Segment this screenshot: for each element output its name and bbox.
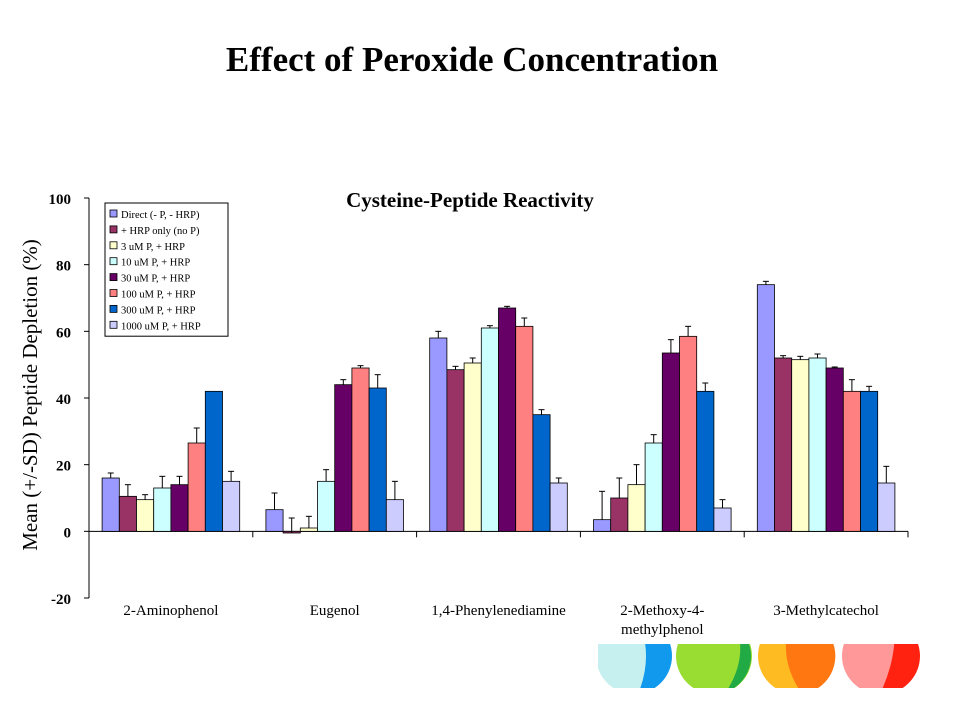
x-tick-label: Eugenol (310, 603, 360, 619)
bar (480, 327, 499, 532)
x-tick-label: 2-Methoxy-4- (620, 603, 704, 619)
legend-swatch (109, 241, 118, 250)
bar (204, 390, 223, 532)
bar (679, 335, 698, 532)
logo-circle-green (676, 644, 752, 688)
bar (791, 359, 810, 532)
y-tick-label: 80 (56, 259, 71, 275)
bar (756, 284, 775, 532)
y-tick-label: 20 (56, 459, 71, 475)
bar (446, 369, 465, 532)
bar (498, 307, 517, 532)
bar (101, 477, 120, 532)
bar (317, 480, 336, 532)
y-tick-label: 60 (56, 325, 71, 341)
y-tick-label: -20 (51, 592, 71, 608)
bar (265, 509, 284, 532)
bar (153, 487, 172, 532)
legend-swatch (109, 209, 118, 218)
bar (661, 352, 680, 532)
bar (136, 499, 155, 532)
y-tick-label: 40 (56, 392, 71, 408)
bar (610, 497, 629, 532)
x-tick-label: 3-Methylcatechol (773, 603, 879, 619)
logo-graphic (598, 644, 920, 688)
legend-box (104, 202, 229, 337)
bar (429, 337, 448, 532)
logo-circle-red (842, 644, 920, 688)
bar (299, 527, 318, 532)
x-tick-label: 1,4-Phenylenediamine (431, 603, 566, 619)
legend-swatch (109, 289, 118, 297)
bar (808, 357, 827, 532)
legend: Direct (- P, - HRP) + HRP only (no P) 3 uM… (104, 202, 229, 337)
bar (842, 390, 861, 532)
x-tick-label: methylphenol (621, 622, 704, 638)
bar (825, 367, 844, 532)
bar (385, 499, 404, 532)
legend-entry: 100 uM P, + HRP (121, 290, 196, 301)
bar (549, 482, 568, 532)
bar (532, 414, 551, 532)
bar (351, 367, 370, 532)
logo-circle-cyan (598, 644, 672, 688)
bar (644, 442, 663, 532)
legend-swatch (109, 273, 118, 282)
bar (877, 482, 896, 532)
bar (463, 362, 482, 532)
bar (515, 325, 534, 532)
legend-entry: Direct (- P, - HRP) (121, 210, 200, 221)
legend-entry: 1000 uM P, + HRP (121, 321, 201, 332)
bar (170, 484, 189, 532)
bar (334, 384, 353, 532)
legend-entry: + HRP only (no P) (121, 226, 200, 237)
bar (774, 357, 793, 532)
bar (593, 519, 612, 532)
bar (118, 495, 137, 532)
legend-swatch (109, 304, 118, 313)
plot-area: -20 0 20 40 60 80 100 2-Aminophenol Eugenol 1,4-P… (49, 192, 909, 638)
y-axis-label: Mean (+/-SD) Peptide Depletion (%) (18, 239, 42, 551)
x-tick-label: 2-Aminophenol (123, 603, 218, 619)
legend-entry: 10 uM P, + HRP (121, 258, 190, 269)
slide-title: Effect of Peroxide Concentration (225, 40, 719, 79)
bar (860, 390, 879, 532)
legend-entry: 3 uM P, + HRP (121, 242, 185, 253)
legend-entry: 30 uM P, + HRP (121, 274, 190, 285)
legend-entry: 300 uM P, + HRP (121, 305, 196, 316)
bar (222, 480, 241, 532)
bar (713, 507, 732, 532)
bar (696, 390, 715, 532)
y-tick-label: 0 (64, 525, 72, 541)
logo-circle-orange (758, 644, 836, 688)
legend-swatch (109, 225, 118, 234)
y-tick-label: 100 (49, 192, 72, 208)
chart-title: Cysteine-Peptide Reactivity (346, 188, 594, 212)
legend-swatch (109, 257, 118, 266)
bar (368, 387, 387, 532)
legend-swatch (109, 320, 118, 329)
bar (187, 442, 206, 532)
bar (627, 484, 646, 532)
